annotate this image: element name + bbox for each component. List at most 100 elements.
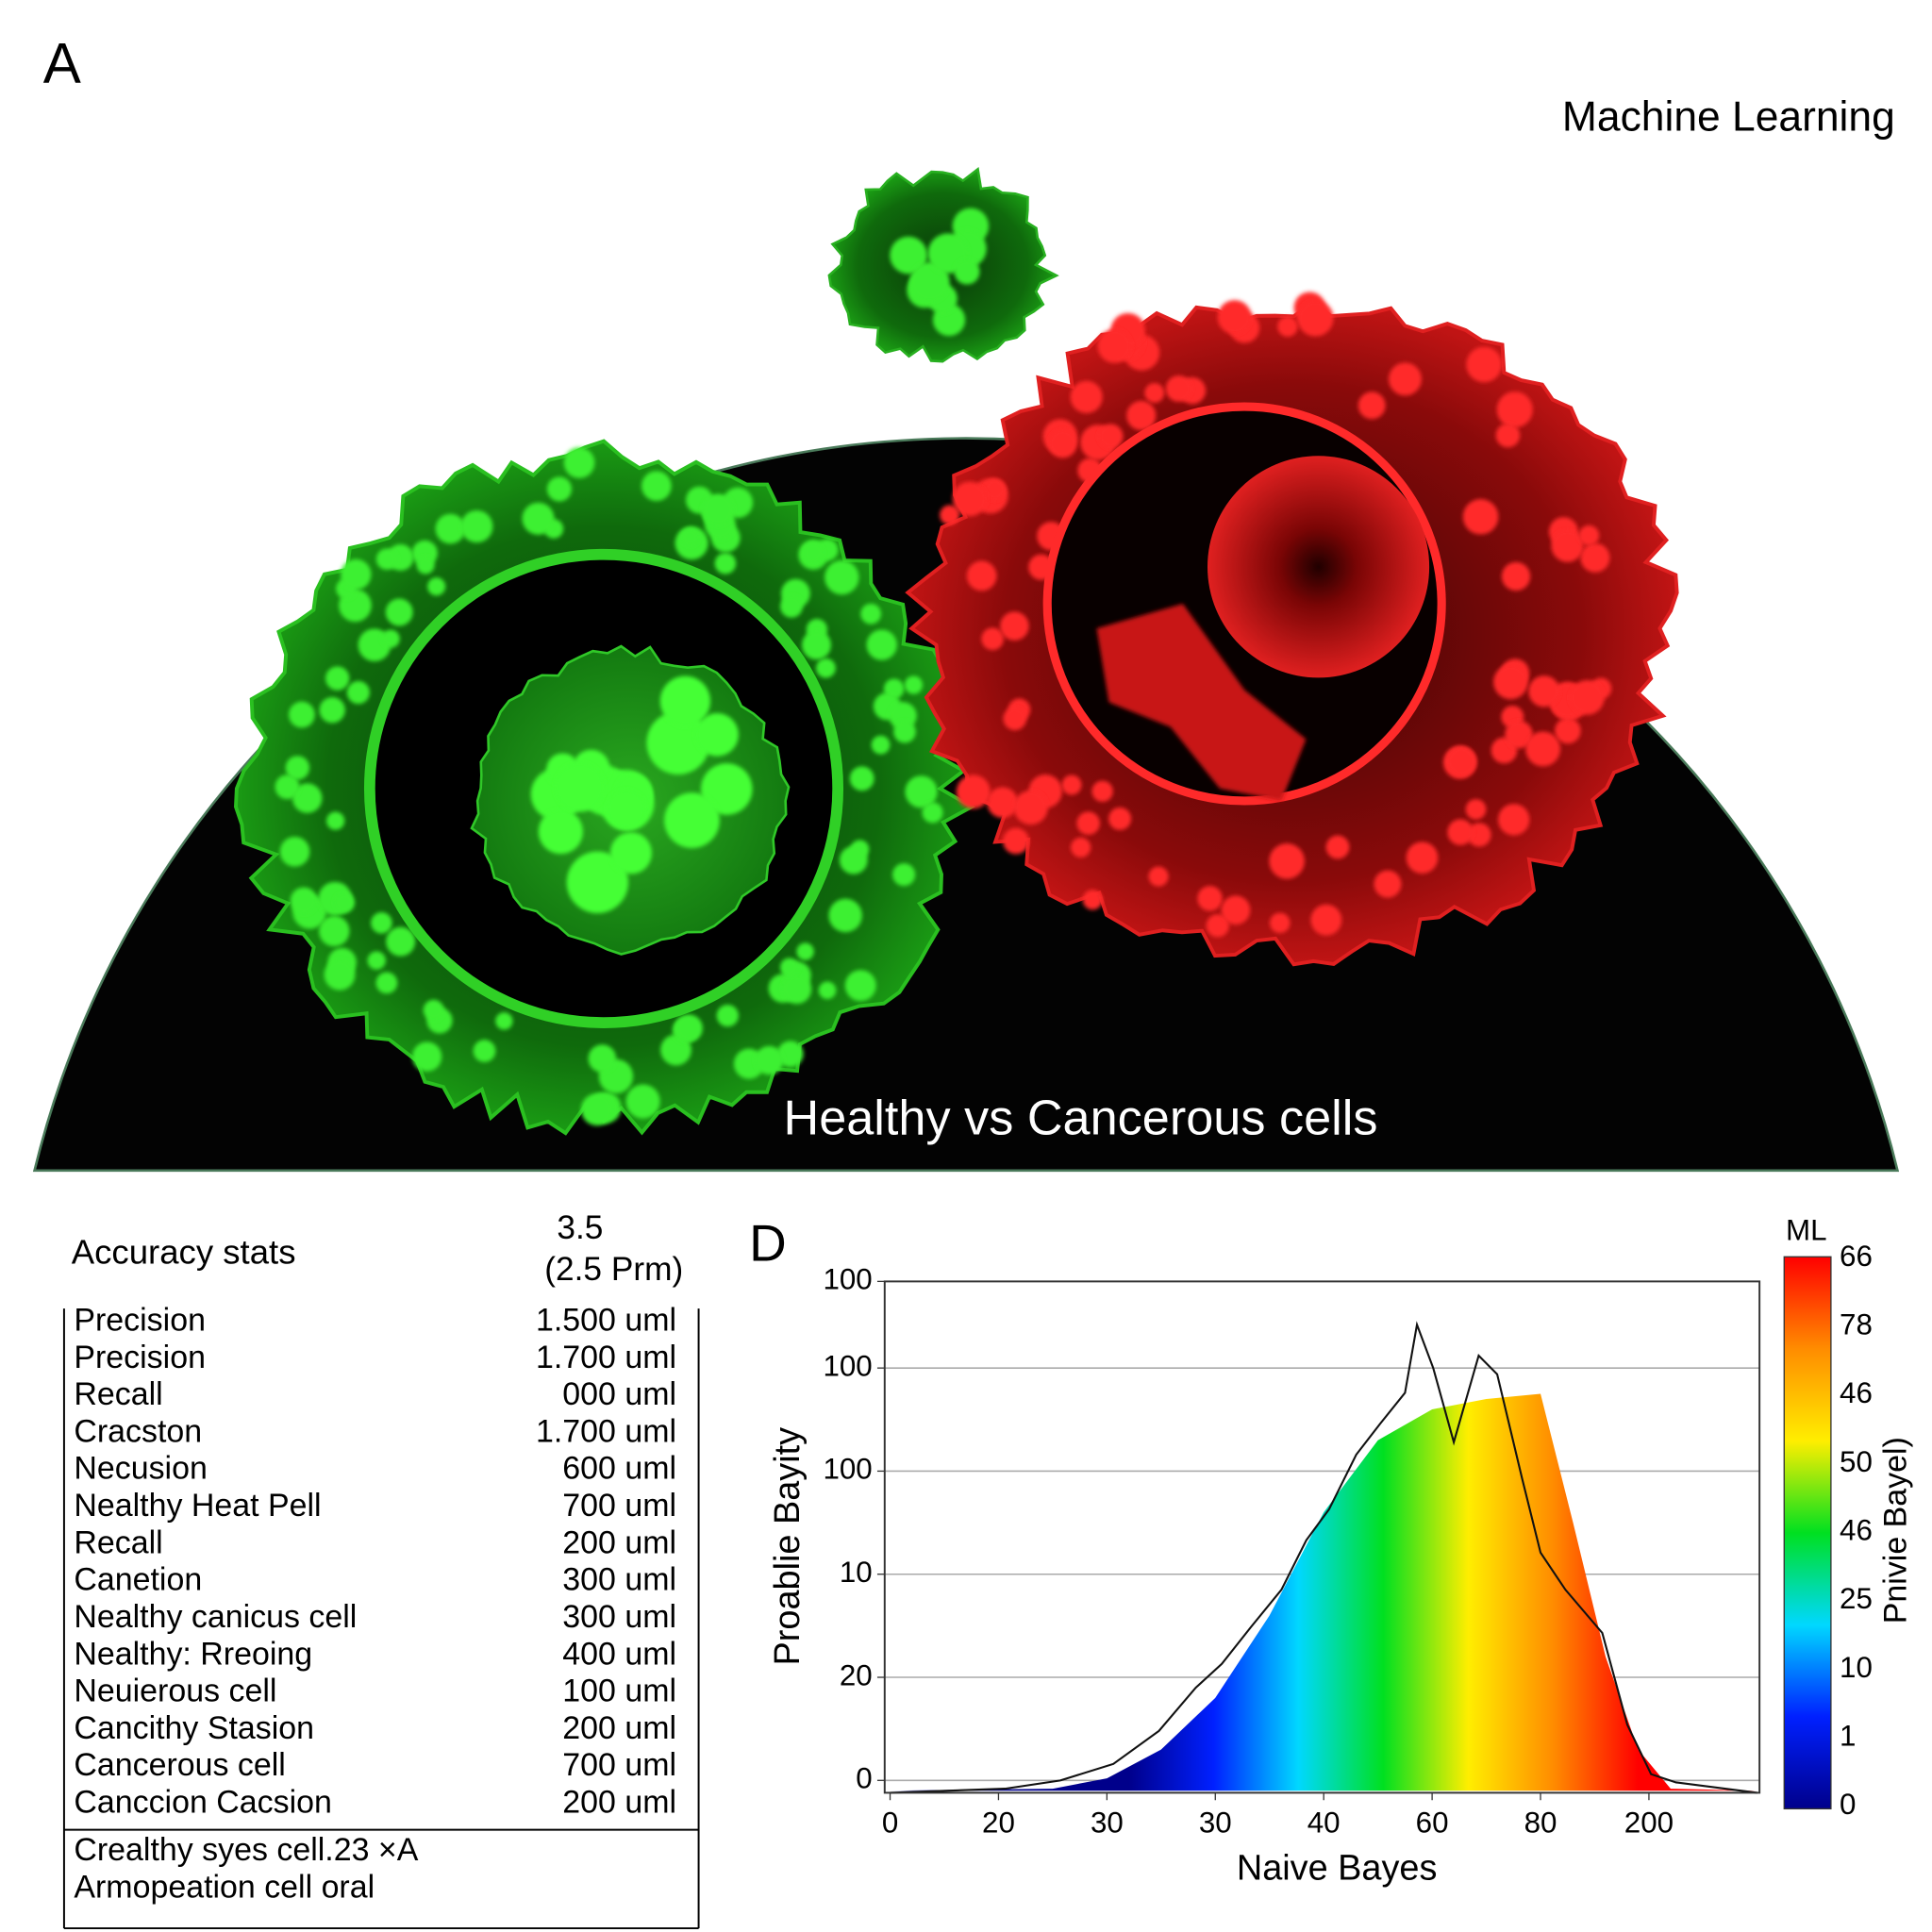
- colorbar-tick-label: 1: [1840, 1719, 1856, 1752]
- vesicle: [1013, 790, 1048, 825]
- vesicle: [538, 808, 583, 855]
- row-value: 1.500 uml: [536, 1302, 676, 1338]
- row-value: 300 uml: [562, 1599, 676, 1635]
- vesicle: [922, 802, 943, 824]
- vesicle: [905, 775, 938, 808]
- vesicle: [1496, 391, 1533, 428]
- vesicle: [796, 942, 814, 960]
- vesicle: [716, 1004, 739, 1027]
- vesicle: [1310, 904, 1342, 936]
- x-tick-label: 30: [1091, 1807, 1124, 1840]
- x-tick-label: 80: [1524, 1807, 1557, 1840]
- vesicle: [588, 1044, 617, 1073]
- vesicle: [427, 577, 446, 596]
- colorbar-tick-label: 66: [1840, 1240, 1873, 1273]
- vesicle: [1098, 424, 1124, 449]
- vesicle: [346, 680, 370, 705]
- vesicle: [909, 261, 950, 302]
- row-value: 000 uml: [562, 1376, 676, 1412]
- vesicle: [607, 789, 646, 829]
- x-axis-label: Naive Bayes: [1237, 1849, 1438, 1889]
- row-label: Cancithy Stasion: [74, 1710, 314, 1746]
- vesicle: [664, 792, 720, 848]
- vesicle: [1580, 542, 1610, 573]
- vesicle: [702, 493, 735, 526]
- vesicle: [291, 783, 323, 813]
- nucleus: [1208, 456, 1430, 678]
- vesicle: [386, 926, 416, 957]
- vesicle: [780, 594, 803, 618]
- vesicle: [893, 721, 916, 743]
- row-value: 700 uml: [562, 1747, 676, 1783]
- cell-fragment: [1096, 604, 1307, 801]
- vesicle: [385, 598, 413, 626]
- y-tick-label: 0: [856, 1762, 872, 1795]
- colorbar-tick-label: 10: [1840, 1651, 1873, 1684]
- panel-label: D: [749, 1213, 787, 1272]
- colorbar-tick-label: 46: [1840, 1513, 1873, 1546]
- row-label: Canetion: [74, 1562, 202, 1598]
- row-value: 100 uml: [562, 1674, 676, 1709]
- vesicle: [1003, 707, 1027, 731]
- vesicle: [1071, 837, 1091, 858]
- vesicle: [866, 629, 897, 660]
- colorbar-tick-label: 46: [1840, 1376, 1873, 1409]
- vesicle: [1495, 423, 1521, 448]
- vesicle: [1070, 380, 1103, 413]
- vesicle: [1467, 823, 1491, 847]
- plot-frame: [883, 1280, 1761, 1794]
- row-value: 1.700 uml: [536, 1340, 676, 1375]
- row-value: 600 uml: [562, 1451, 676, 1487]
- row-label: Recall: [74, 1524, 162, 1560]
- vesicle: [781, 974, 812, 1005]
- vesicle: [828, 898, 862, 933]
- vesicle: [701, 763, 753, 815]
- vesicle: [695, 713, 739, 757]
- vesicle: [435, 513, 466, 544]
- vesicle: [1000, 611, 1029, 641]
- vesicle: [1374, 870, 1402, 898]
- vesicle: [1569, 679, 1605, 715]
- row-label: Canccion Cacsion: [74, 1785, 332, 1821]
- vesicle: [1551, 529, 1584, 562]
- row-label: Precision: [74, 1302, 206, 1338]
- vesicle: [659, 675, 711, 726]
- y-tick-label: 100: [823, 1349, 872, 1382]
- vesicle: [981, 627, 1005, 651]
- vesicle: [1082, 890, 1103, 910]
- vesicle: [890, 236, 927, 275]
- table-footer: Crealthy syes cell.23 ×A: [74, 1832, 418, 1868]
- row-value: 400 uml: [562, 1636, 676, 1672]
- vesicle: [646, 711, 710, 774]
- colorbar: [1783, 1256, 1832, 1810]
- vesicle: [940, 505, 960, 525]
- vesicle: [904, 675, 924, 694]
- vesicle: [954, 258, 980, 285]
- table-title: Accuracy stats: [72, 1232, 296, 1271]
- x-tick-label: 60: [1416, 1807, 1449, 1840]
- vesicle: [860, 603, 882, 625]
- vesicle: [1061, 774, 1082, 795]
- vesicle: [984, 478, 1007, 501]
- vesicle: [956, 774, 991, 809]
- vesicle: [412, 1041, 442, 1072]
- vesicle: [1493, 664, 1528, 700]
- vesicle: [1270, 912, 1291, 934]
- vesicle: [546, 476, 573, 502]
- vesicle: [1165, 375, 1192, 402]
- vesicle: [675, 1014, 703, 1042]
- colorbar-tick-label: 25: [1840, 1582, 1873, 1615]
- vesicle: [1446, 746, 1476, 776]
- vesicle: [367, 951, 386, 970]
- table-footer: Armopeation cell oral: [74, 1869, 375, 1905]
- row-label: Nealthy canicus cell: [74, 1599, 357, 1635]
- vesicle: [375, 972, 398, 994]
- vesicle: [625, 1084, 660, 1119]
- vesicle: [1048, 429, 1077, 458]
- panel-caption: Healthy vs Cancerous cells: [783, 1091, 1377, 1145]
- vesicle: [1525, 731, 1561, 767]
- vesicle: [1528, 675, 1560, 708]
- vesicle: [1505, 720, 1533, 749]
- vesicle: [680, 527, 700, 547]
